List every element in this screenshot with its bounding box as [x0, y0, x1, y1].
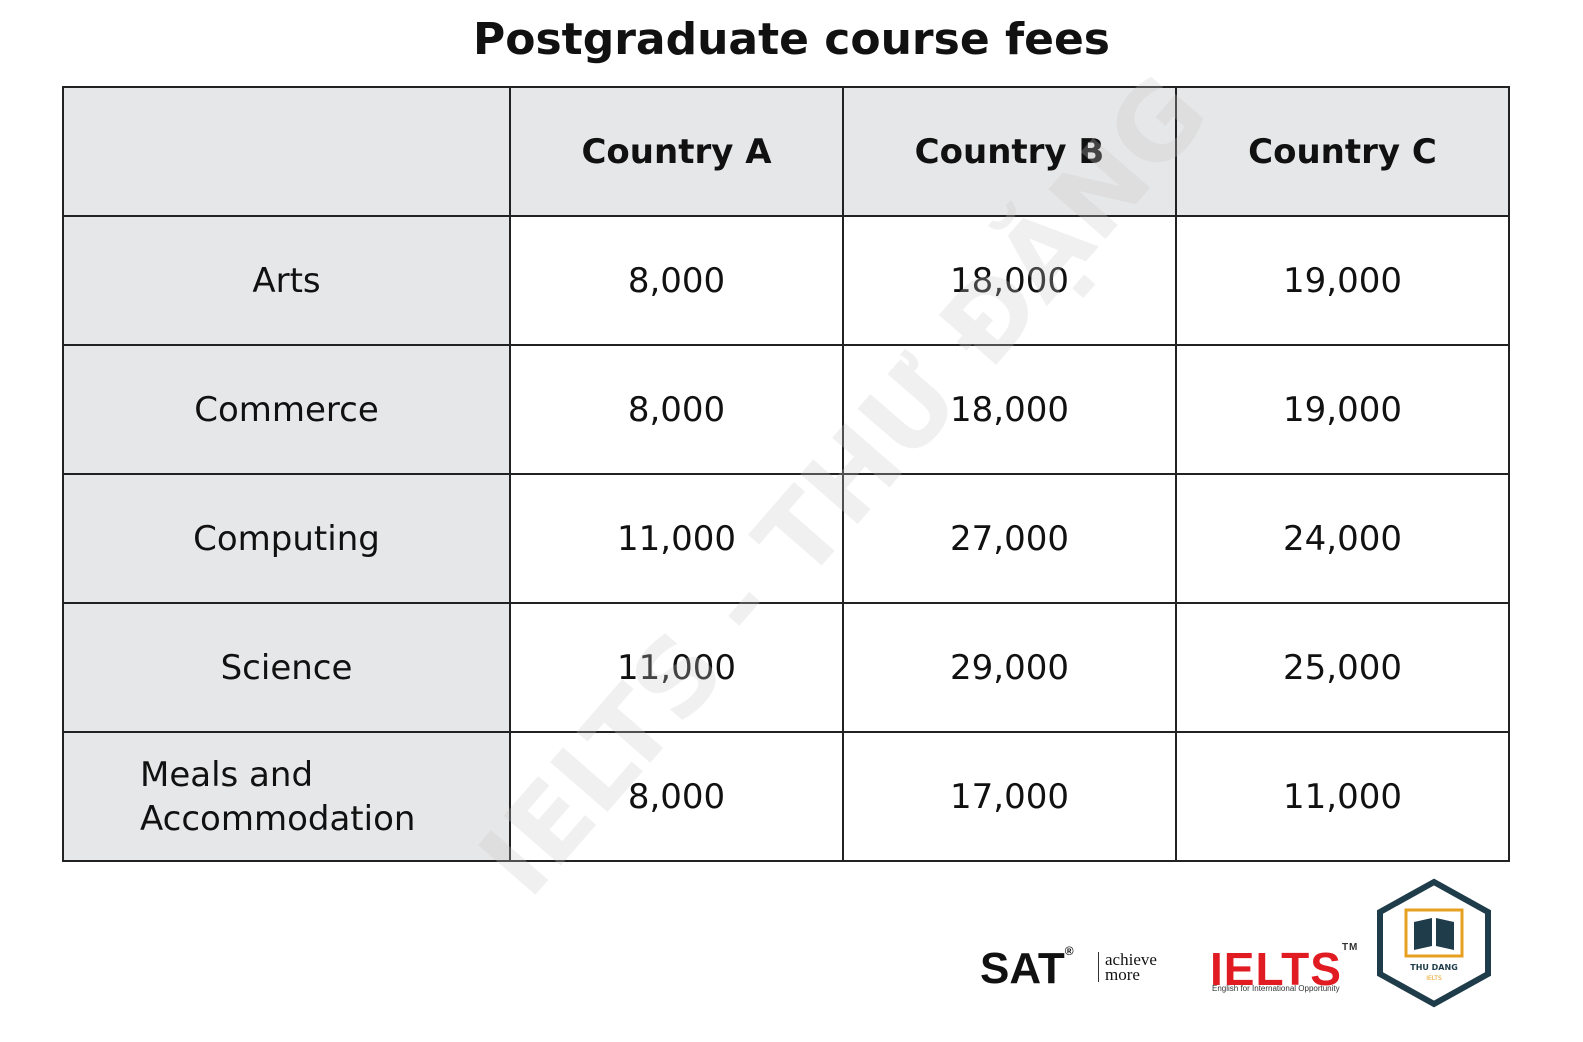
fee-cell: 19,000	[1175, 344, 1510, 475]
ielts-name: IELTS	[1210, 943, 1342, 995]
fee-cell: 29,000	[842, 602, 1177, 733]
sat-mark: ®	[1064, 944, 1074, 958]
badge-sub: IELTS	[1426, 975, 1442, 982]
column-header: Country C	[1175, 86, 1510, 217]
row-header: Computing	[62, 473, 511, 604]
fee-cell: 11,000	[509, 473, 844, 604]
row-header: Meals and Accommodation	[62, 731, 511, 862]
fee-cell: 8,000	[509, 344, 844, 475]
sat-tagline: achieve more	[1098, 951, 1185, 983]
table-row: Commerce 8,000 18,000 19,000	[62, 344, 1510, 475]
column-header: Country B	[842, 86, 1177, 217]
row-header: Commerce	[62, 344, 511, 475]
column-header	[62, 86, 511, 217]
ielts-mark: TM	[1341, 942, 1359, 953]
sat-logo: SAT®	[980, 944, 1074, 994]
badge-logo: THU DANG IELTS	[1377, 878, 1491, 1008]
table-row: Meals and Accommodation 8,000 17,000 11,000	[62, 731, 1510, 862]
ielts-logo: IELTSTM	[1210, 942, 1358, 996]
fee-cell: 8,000	[509, 215, 844, 346]
fee-cell: 25,000	[1175, 602, 1510, 733]
sat-name: SAT	[980, 944, 1065, 993]
column-header: Country A	[509, 86, 844, 217]
table-row: Computing 11,000 27,000 24,000	[62, 473, 1510, 604]
fee-cell: 17,000	[842, 731, 1177, 862]
badge-hexagon	[1377, 878, 1491, 1008]
ielts-tagline: English for International Opportunity	[1212, 984, 1340, 993]
table-row: Science 11,000 29,000 25,000	[62, 602, 1510, 733]
table-row: Arts 8,000 18,000 19,000	[62, 215, 1510, 346]
fee-cell: 8,000	[509, 731, 844, 862]
fee-table: Country A Country B Country C Arts 8,000 18,0…	[62, 86, 1510, 862]
fee-cell: 19,000	[1175, 215, 1510, 346]
row-header: Arts	[62, 215, 511, 346]
fee-cell: 18,000	[842, 344, 1177, 475]
badge-frame	[1404, 908, 1464, 958]
fee-cell: 11,000	[509, 602, 844, 733]
header-row: Country A Country B Country C	[62, 86, 1510, 217]
fee-cell: 27,000	[842, 473, 1177, 604]
title: Postgraduate course fees	[473, 14, 1110, 65]
row-header: Science	[62, 602, 511, 733]
badge-book	[1414, 918, 1454, 950]
fee-cell: 24,000	[1175, 473, 1510, 604]
fee-cell: 11,000	[1175, 731, 1510, 862]
badge-name: THU DANG	[1410, 963, 1458, 972]
fee-cell: 18,000	[842, 215, 1177, 346]
